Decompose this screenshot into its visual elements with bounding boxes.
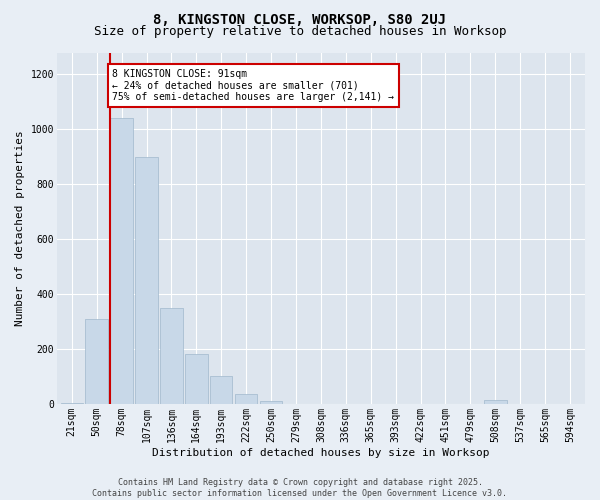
Bar bbox=[260, 401, 283, 404]
Bar bbox=[136, 157, 158, 404]
Text: 8, KINGSTON CLOSE, WORKSOP, S80 2UJ: 8, KINGSTON CLOSE, WORKSOP, S80 2UJ bbox=[154, 12, 446, 26]
Bar bbox=[484, 400, 506, 404]
Text: 8 KINGSTON CLOSE: 91sqm
← 24% of detached houses are smaller (701)
75% of semi-d: 8 KINGSTON CLOSE: 91sqm ← 24% of detache… bbox=[112, 69, 394, 102]
Bar bbox=[235, 394, 257, 404]
Bar bbox=[61, 402, 83, 404]
Bar bbox=[210, 376, 232, 404]
Bar bbox=[160, 308, 182, 404]
Text: Contains HM Land Registry data © Crown copyright and database right 2025.
Contai: Contains HM Land Registry data © Crown c… bbox=[92, 478, 508, 498]
Y-axis label: Number of detached properties: Number of detached properties bbox=[15, 130, 25, 326]
X-axis label: Distribution of detached houses by size in Worksop: Distribution of detached houses by size … bbox=[152, 448, 490, 458]
Text: Size of property relative to detached houses in Worksop: Size of property relative to detached ho… bbox=[94, 25, 506, 38]
Bar bbox=[110, 118, 133, 404]
Bar bbox=[185, 354, 208, 404]
Bar bbox=[85, 319, 108, 404]
